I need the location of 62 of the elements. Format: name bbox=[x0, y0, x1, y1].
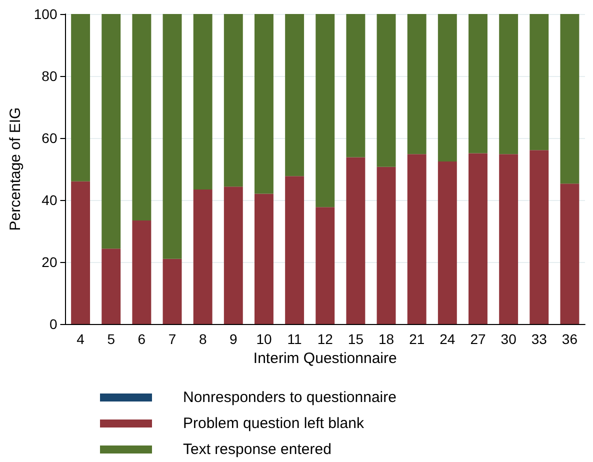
x-axis-title: Interim Questionnaire bbox=[253, 350, 397, 367]
bar bbox=[193, 14, 212, 190]
bar bbox=[224, 14, 243, 187]
y-tick-label: 0 bbox=[49, 316, 58, 332]
bar bbox=[316, 207, 335, 324]
x-tick-label: 36 bbox=[562, 331, 578, 347]
bar bbox=[560, 184, 580, 324]
bar bbox=[316, 14, 335, 208]
bar bbox=[162, 258, 182, 324]
y-tick-label: 60 bbox=[42, 130, 58, 146]
bar bbox=[376, 14, 396, 167]
x-tick-label: 8 bbox=[198, 331, 207, 347]
bar bbox=[132, 220, 152, 324]
y-tick-label: 80 bbox=[42, 68, 58, 84]
bar bbox=[499, 154, 518, 324]
x-tick-label: 15 bbox=[348, 331, 364, 347]
bar bbox=[499, 14, 518, 154]
x-tick-label: 6 bbox=[138, 331, 146, 347]
bar bbox=[407, 154, 426, 324]
bar bbox=[254, 14, 274, 194]
bar bbox=[438, 14, 457, 162]
bar bbox=[346, 157, 366, 324]
legend-label: Text response entered bbox=[183, 441, 332, 458]
bar bbox=[162, 14, 182, 259]
y-tick-label: 20 bbox=[42, 254, 58, 270]
x-tick-label: 27 bbox=[470, 331, 486, 347]
bar bbox=[71, 14, 90, 182]
x-tick-label: 7 bbox=[168, 331, 176, 347]
legend-label: Nonresponders to questionnaire bbox=[183, 389, 396, 406]
bar bbox=[285, 176, 304, 324]
bar bbox=[285, 14, 304, 176]
bar bbox=[71, 181, 90, 324]
x-tick-label: 5 bbox=[107, 331, 116, 347]
x-tick-label: 12 bbox=[317, 331, 334, 347]
bar bbox=[193, 189, 212, 324]
x-tick-label: 33 bbox=[531, 331, 548, 347]
y-axis-title: Percentage of EIG bbox=[7, 107, 24, 231]
x-tick-label: 9 bbox=[230, 331, 238, 347]
x-tick-label: 11 bbox=[287, 331, 302, 347]
bar bbox=[468, 153, 488, 324]
bar bbox=[376, 166, 396, 324]
bar bbox=[407, 14, 426, 154]
bar bbox=[560, 14, 580, 184]
x-tick-label: 24 bbox=[440, 331, 456, 347]
bar bbox=[438, 162, 457, 324]
bar bbox=[346, 14, 366, 158]
bar bbox=[254, 194, 274, 324]
bar bbox=[468, 14, 488, 154]
bar bbox=[530, 150, 549, 324]
legend-label: Problem question left blank bbox=[183, 415, 364, 432]
bar bbox=[102, 14, 121, 249]
bar bbox=[530, 14, 549, 150]
bar bbox=[224, 186, 243, 324]
bar bbox=[102, 248, 121, 324]
x-tick-label: 30 bbox=[500, 331, 517, 347]
x-tick-label: 18 bbox=[378, 331, 394, 347]
y-tick-label: 40 bbox=[42, 192, 58, 208]
y-tick-label: 100 bbox=[34, 6, 58, 22]
x-tick-label: 21 bbox=[409, 331, 425, 347]
x-tick-label: 10 bbox=[256, 331, 272, 347]
bar bbox=[132, 14, 152, 220]
x-tick-label: 4 bbox=[76, 331, 85, 347]
